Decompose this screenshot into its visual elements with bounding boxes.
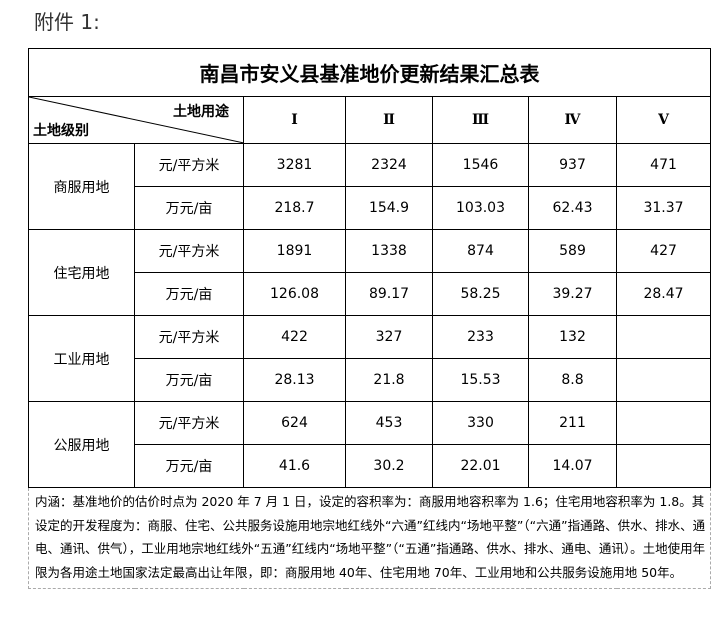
value-cell: 126.08 xyxy=(243,272,346,316)
value-cell: 1891 xyxy=(243,229,346,273)
value-cell: 624 xyxy=(243,401,346,445)
land-use-label: 土地用途 xyxy=(173,104,229,120)
value-cell: 39.27 xyxy=(528,272,617,316)
unit-cell: 万元/亩 xyxy=(134,444,244,488)
grade-header: Ⅰ xyxy=(243,96,346,144)
value-cell: 1338 xyxy=(345,229,433,273)
grade-header: Ⅱ xyxy=(345,96,433,144)
unit-cell: 万元/亩 xyxy=(134,272,244,316)
value-cell: 937 xyxy=(528,143,617,187)
value-cell: 330 xyxy=(432,401,529,445)
table-row: 住宅用地 元/平方米 1891 1338 874 589 427 xyxy=(28,229,712,316)
table-row: 万元/亩 41.6 30.2 22.01 14.07 xyxy=(29,444,712,488)
value-cell: 327 xyxy=(345,315,433,359)
value-cell: 58.25 xyxy=(432,272,529,316)
value-cell: 1546 xyxy=(432,143,529,187)
value-cell: 28.13 xyxy=(243,358,346,402)
value-cell xyxy=(615,444,712,488)
value-cell: 132 xyxy=(528,315,617,359)
value-cell: 31.37 xyxy=(615,186,712,230)
category-cell: 工业用地 xyxy=(28,315,135,402)
unit-cell: 元/平方米 xyxy=(134,315,244,359)
grade-header: Ⅳ xyxy=(528,96,617,144)
land-grade-label: 土地级别 xyxy=(33,123,89,139)
value-cell: 62.43 xyxy=(528,186,617,230)
value-cell: 2324 xyxy=(345,143,433,187)
land-price-table: 南昌市安义县基准地价更新结果汇总表 土地用途 土地级别 Ⅰ Ⅱ Ⅲ Ⅳ Ⅴ 商服… xyxy=(27,48,712,589)
category-cell: 商服用地 xyxy=(28,143,135,230)
table-row: 公服用地 元/平方米 624 453 330 211 xyxy=(28,401,712,488)
value-cell: 218.7 xyxy=(243,186,346,230)
table-row: 工业用地 元/平方米 422 327 233 132 xyxy=(28,315,712,402)
value-cell: 30.2 xyxy=(345,444,433,488)
value-cell: 422 xyxy=(243,315,346,359)
category-cell: 住宅用地 xyxy=(28,229,135,316)
value-cell: 3281 xyxy=(243,143,346,187)
unit-cell: 万元/亩 xyxy=(134,186,244,230)
value-cell xyxy=(615,401,712,445)
diagonal-line xyxy=(29,97,244,143)
value-cell: 453 xyxy=(345,401,433,445)
unit-cell: 元/平方米 xyxy=(134,401,244,445)
value-cell: 21.8 xyxy=(345,358,433,402)
attachment-label: 附件 1: xyxy=(34,10,100,34)
value-cell: 211 xyxy=(528,401,617,445)
grade-header: Ⅲ xyxy=(432,96,529,144)
unit-cell: 元/平方米 xyxy=(134,229,244,273)
value-cell: 589 xyxy=(528,229,617,273)
value-cell: 233 xyxy=(432,315,529,359)
table-row: 万元/亩 28.13 21.8 15.53 8.8 xyxy=(29,358,712,402)
unit-cell: 万元/亩 xyxy=(134,358,244,402)
value-cell: 28.47 xyxy=(615,272,712,316)
table-row: 商服用地 元/平方米 3281 2324 1546 937 471 xyxy=(28,143,712,230)
value-cell: 427 xyxy=(615,229,712,273)
value-cell: 14.07 xyxy=(528,444,617,488)
category-cell: 公服用地 xyxy=(28,401,135,488)
value-cell: 8.8 xyxy=(528,358,617,402)
value-cell: 15.53 xyxy=(432,358,529,402)
unit-cell: 元/平方米 xyxy=(134,143,244,187)
value-cell: 874 xyxy=(432,229,529,273)
table-title: 南昌市安义县基准地价更新结果汇总表 xyxy=(27,48,712,97)
value-cell: 471 xyxy=(615,143,712,187)
note-text: 内涵：基准地价的估价时点为 2020 年 7 月 1 日，设定的容积率为：商服用… xyxy=(27,487,712,589)
value-cell: 41.6 xyxy=(243,444,346,488)
value-cell xyxy=(615,358,712,402)
diagonal-header-cell: 土地用途 土地级别 xyxy=(28,96,244,144)
value-cell: 103.03 xyxy=(432,186,529,230)
value-cell: 154.9 xyxy=(345,186,433,230)
grade-header: Ⅴ xyxy=(615,96,712,144)
value-cell: 89.17 xyxy=(345,272,433,316)
value-cell: 22.01 xyxy=(432,444,529,488)
value-cell xyxy=(615,315,712,359)
